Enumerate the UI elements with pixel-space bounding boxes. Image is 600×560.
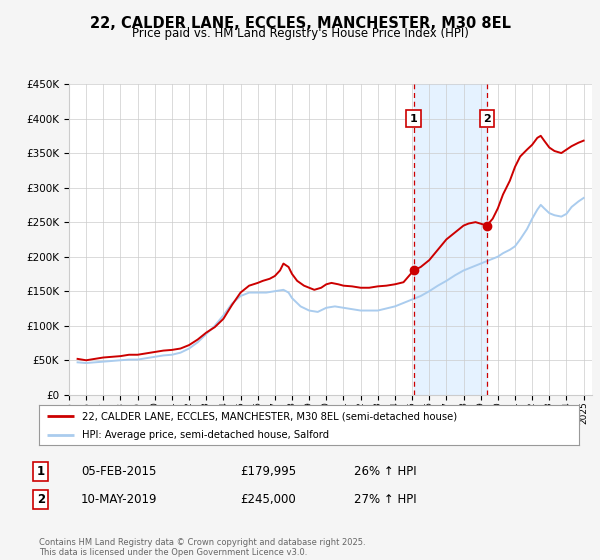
Text: 1: 1: [37, 465, 45, 478]
Bar: [413, 84, 487, 395]
Text: £245,000: £245,000: [240, 493, 296, 506]
Text: 22, CALDER LANE, ECCLES, MANCHESTER, M30 8EL (semi-detached house): 22, CALDER LANE, ECCLES, MANCHESTER, M30…: [82, 411, 457, 421]
Text: HPI: Average price, semi-detached house, Salford: HPI: Average price, semi-detached house,…: [82, 430, 329, 440]
Text: 22, CALDER LANE, ECCLES, MANCHESTER, M30 8EL: 22, CALDER LANE, ECCLES, MANCHESTER, M30…: [89, 16, 511, 31]
Text: Contains HM Land Registry data © Crown copyright and database right 2025.
This d: Contains HM Land Registry data © Crown c…: [39, 538, 365, 557]
Text: 1: 1: [410, 114, 418, 124]
Text: 10-MAY-2019: 10-MAY-2019: [81, 493, 157, 506]
Text: Price paid vs. HM Land Registry's House Price Index (HPI): Price paid vs. HM Land Registry's House …: [131, 27, 469, 40]
Text: 27% ↑ HPI: 27% ↑ HPI: [354, 493, 416, 506]
Text: £179,995: £179,995: [240, 465, 296, 478]
Text: 2: 2: [483, 114, 491, 124]
Text: 26% ↑ HPI: 26% ↑ HPI: [354, 465, 416, 478]
Text: 2: 2: [37, 493, 45, 506]
Text: 05-FEB-2015: 05-FEB-2015: [81, 465, 157, 478]
